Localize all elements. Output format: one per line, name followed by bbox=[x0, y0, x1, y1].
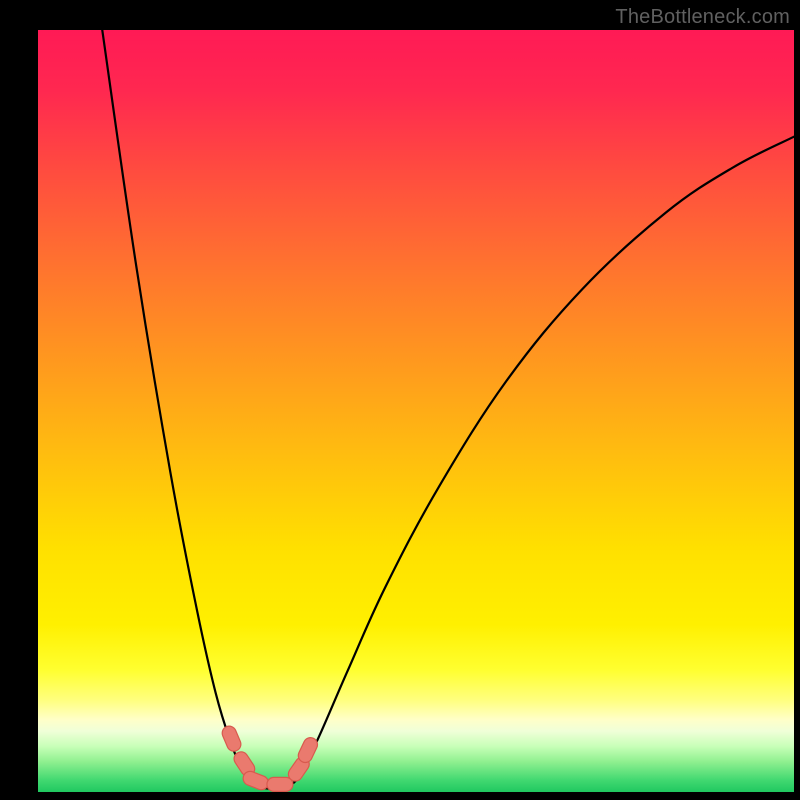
data-marker bbox=[267, 777, 293, 791]
plot-area bbox=[38, 30, 794, 792]
gradient-background bbox=[38, 30, 794, 792]
watermark-text: TheBottleneck.com bbox=[615, 6, 790, 29]
bottleneck-chart bbox=[0, 0, 800, 800]
chart-container: TheBottleneck.com bbox=[0, 0, 800, 800]
